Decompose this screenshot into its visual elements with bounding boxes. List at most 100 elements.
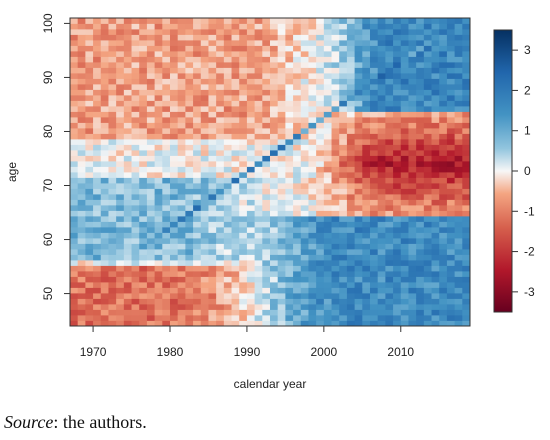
heatmap-cell (193, 166, 202, 173)
heatmap-cell (362, 315, 371, 321)
heatmap-cell (93, 23, 102, 30)
heatmap-cell (439, 287, 448, 294)
heatmap-cell (77, 183, 86, 189)
heatmap-cell (339, 106, 348, 112)
heatmap-cell (400, 320, 409, 327)
heatmap-cell (208, 177, 217, 184)
heatmap-cell (308, 293, 317, 299)
heatmap-cell (85, 177, 94, 184)
heatmap-cell (354, 62, 363, 68)
heatmap-cell (300, 238, 309, 244)
heatmap-cell (270, 260, 279, 266)
heatmap-cell (116, 232, 125, 239)
heatmap-cell (377, 117, 386, 123)
heatmap-cell (223, 216, 232, 222)
heatmap-cell (439, 73, 448, 79)
heatmap-cell (423, 23, 432, 30)
heatmap-cell (108, 23, 117, 30)
heatmap-cell (362, 117, 371, 123)
heatmap-cell (254, 227, 263, 233)
heatmap-cell (270, 232, 279, 239)
heatmap-cell (462, 45, 471, 52)
heatmap-cell (293, 73, 302, 79)
heatmap-cell (331, 205, 340, 211)
heatmap-cell (431, 210, 440, 217)
heatmap-cell (346, 221, 356, 228)
heatmap-cell (346, 62, 356, 68)
heatmap-cell (77, 216, 86, 222)
heatmap-cell (100, 34, 109, 41)
heatmap-cell (85, 315, 94, 321)
heatmap-cell (416, 40, 425, 46)
heatmap-cell (108, 221, 117, 228)
heatmap-cell (246, 84, 256, 90)
heatmap-cell (454, 282, 463, 288)
heatmap-cell (85, 265, 94, 272)
heatmap-cell (177, 205, 186, 211)
heatmap-cell (423, 227, 432, 233)
heatmap-cell (323, 254, 332, 261)
heatmap-cell (131, 51, 140, 57)
heatmap-cell (170, 216, 179, 222)
heatmap-cell (139, 111, 148, 118)
heatmap-cell (400, 128, 409, 134)
x-tick-label: 1980 (157, 345, 184, 359)
heatmap-cell (185, 194, 194, 200)
heatmap-cell (162, 199, 171, 206)
heatmap-cell (223, 139, 232, 145)
heatmap-cell (216, 276, 225, 283)
heatmap-cell (185, 40, 194, 46)
heatmap-cell (108, 238, 117, 244)
heatmap-cell (100, 276, 109, 283)
heatmap-cell (170, 188, 179, 195)
heatmap-cell (346, 40, 356, 46)
heatmap-cell (208, 40, 217, 46)
heatmap-cell (239, 194, 248, 200)
heatmap-cell (439, 89, 448, 96)
heatmap-cell (185, 51, 194, 57)
heatmap-cell (170, 144, 179, 151)
heatmap-cell (270, 122, 279, 129)
heatmap-cell (293, 232, 302, 239)
heatmap-cell (300, 111, 309, 118)
heatmap-cell (362, 133, 371, 140)
heatmap-cell (154, 166, 163, 173)
heatmap-cell (431, 249, 440, 255)
heatmap-cell (408, 320, 417, 327)
heatmap-cell (131, 309, 140, 316)
heatmap-cell (393, 287, 402, 294)
heatmap-cell (208, 183, 217, 189)
heatmap-cell (85, 260, 94, 266)
heatmap-cell (308, 287, 317, 294)
heatmap-cell (208, 18, 217, 24)
heatmap-cell (208, 315, 217, 321)
heatmap-cell (370, 34, 379, 41)
heatmap-cell (423, 40, 432, 46)
heatmap-cell (316, 111, 325, 118)
heatmap-cell (362, 73, 371, 79)
x-tick-label: 1970 (80, 345, 107, 359)
heatmap-cell (162, 210, 171, 217)
heatmap-cell (93, 320, 102, 327)
heatmap-cell (362, 29, 371, 35)
heatmap-cell (416, 194, 425, 200)
heatmap-cell (385, 78, 394, 85)
heatmap-cell (354, 45, 363, 52)
heatmap-cell (139, 287, 148, 294)
heatmap-cell (193, 287, 202, 294)
heatmap-cell (416, 117, 425, 123)
heatmap-cell (108, 194, 117, 200)
heatmap-cell (285, 166, 294, 173)
heatmap-cell (223, 95, 232, 101)
heatmap-cell (377, 84, 386, 90)
heatmap-cell (308, 199, 317, 206)
heatmap-cell (400, 23, 409, 30)
heatmap-cell (431, 243, 440, 250)
heatmap-cell (123, 122, 132, 129)
heatmap-cell (331, 89, 340, 96)
heatmap-cell (85, 287, 94, 294)
heatmap-cell (93, 304, 102, 310)
heatmap-cell (446, 62, 456, 68)
heatmap-cell (131, 232, 140, 239)
y-tick-label: 70 (41, 179, 55, 193)
